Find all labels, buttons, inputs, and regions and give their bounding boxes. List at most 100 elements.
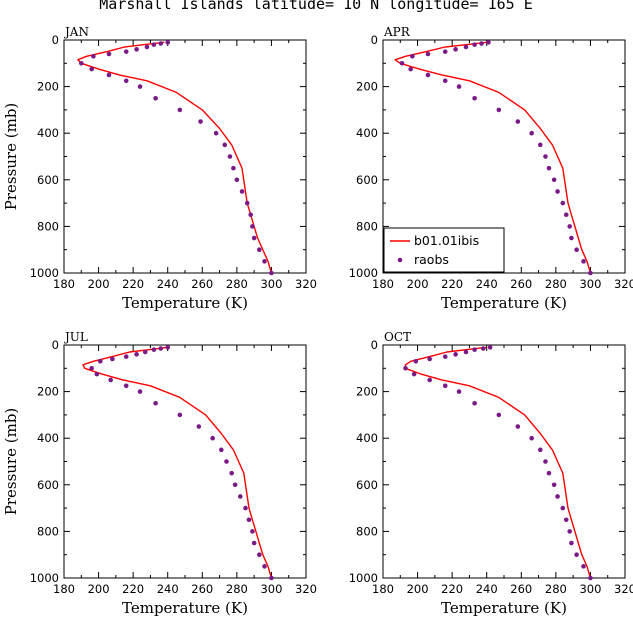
raobs-point bbox=[177, 107, 183, 113]
x-tick-label: 300 bbox=[260, 582, 282, 596]
legend-dot-swatch bbox=[397, 257, 403, 263]
y-tick-label: 600 bbox=[37, 173, 59, 187]
y-tick-label: 400 bbox=[356, 431, 378, 445]
x-tick-label: 280 bbox=[226, 277, 248, 291]
x-axis-label: Temperature (K) bbox=[441, 599, 567, 617]
panel-label: JAN bbox=[63, 25, 89, 39]
raobs-point bbox=[123, 78, 129, 84]
raobs-point bbox=[234, 177, 240, 183]
y-tick-label: 400 bbox=[37, 431, 59, 445]
x-tick-label: 320 bbox=[295, 277, 317, 291]
raobs-point bbox=[546, 165, 552, 171]
raobs-point bbox=[106, 72, 112, 78]
raobs-point bbox=[262, 564, 267, 569]
x-tick-label: 260 bbox=[510, 277, 532, 291]
x-tick-label: 180 bbox=[53, 582, 75, 596]
x-axis-label: Temperature (K) bbox=[441, 294, 567, 312]
raobs-point bbox=[555, 189, 560, 194]
raobs-point bbox=[487, 345, 493, 350]
raobs-point bbox=[239, 189, 245, 194]
panel-jul: 180 200 220 240 260 280 300 320 0 200 400 600 800 100… bbox=[2, 330, 317, 617]
raobs-point bbox=[269, 575, 274, 581]
raobs-point bbox=[569, 235, 574, 241]
raobs-point bbox=[427, 356, 432, 362]
raobs-point bbox=[413, 359, 419, 364]
raobs-point bbox=[567, 224, 572, 229]
legend-obs-label: raobs bbox=[414, 252, 449, 267]
y-tick-label: 0 bbox=[371, 33, 378, 47]
raobs-point bbox=[224, 459, 229, 464]
raobs-point bbox=[210, 435, 215, 441]
raobs-point bbox=[574, 247, 579, 252]
raobs-point bbox=[151, 347, 157, 352]
x-tick-label: 200 bbox=[88, 582, 110, 596]
plot-frame bbox=[63, 344, 307, 579]
raobs-point bbox=[472, 95, 477, 101]
y-tick-label: 600 bbox=[37, 478, 59, 492]
raobs-point bbox=[106, 51, 112, 57]
x-tick-label: 320 bbox=[614, 582, 633, 596]
raobs-point bbox=[229, 470, 234, 476]
raobs-point bbox=[563, 517, 569, 523]
raobs-point bbox=[94, 371, 100, 377]
x-tick-label: 200 bbox=[407, 582, 429, 596]
raobs-point bbox=[563, 212, 569, 218]
raobs-point bbox=[123, 49, 129, 54]
y-tick-label: 1000 bbox=[30, 571, 59, 585]
raobs-point bbox=[250, 529, 255, 534]
y-tick-label: 0 bbox=[371, 338, 378, 352]
y-tick-label: 200 bbox=[37, 385, 59, 399]
raobs-point bbox=[456, 389, 462, 394]
raobs-point bbox=[78, 61, 84, 66]
x-tick-label: 180 bbox=[372, 277, 394, 291]
raobs-point bbox=[567, 529, 572, 534]
raobs-point bbox=[529, 130, 534, 136]
raobs-point bbox=[560, 505, 566, 511]
raobs-point bbox=[89, 66, 94, 72]
raobs-point bbox=[246, 517, 252, 523]
raobs-point bbox=[262, 259, 267, 264]
raobs-point bbox=[108, 377, 113, 383]
raobs-point bbox=[269, 270, 274, 276]
raobs-point bbox=[427, 377, 432, 383]
raobs-point bbox=[227, 154, 233, 159]
raobs-point bbox=[515, 119, 521, 124]
panel-jan: 180 200 220 240 260 280 300 320 0 200 400 600 800 100… bbox=[2, 25, 317, 312]
raobs-point bbox=[442, 78, 448, 84]
x-tick-label: 300 bbox=[579, 277, 601, 291]
model-profile-line bbox=[77, 41, 273, 274]
y-tick-label: 1000 bbox=[349, 266, 378, 280]
raobs-point bbox=[463, 44, 469, 50]
raobs-point bbox=[551, 177, 557, 183]
raobs-point bbox=[243, 505, 248, 511]
raobs-point bbox=[551, 482, 557, 488]
x-tick-label: 220 bbox=[441, 582, 463, 596]
figure-title: Marshall Islands latitude= 10 N longitud… bbox=[99, 0, 532, 13]
raobs-point bbox=[496, 107, 502, 113]
raobs-point bbox=[98, 359, 103, 364]
x-tick-label: 200 bbox=[407, 277, 429, 291]
raobs-point bbox=[196, 424, 202, 429]
raobs-point bbox=[442, 383, 448, 389]
raobs-point bbox=[231, 165, 236, 171]
x-tick-label: 260 bbox=[510, 582, 532, 596]
y-tick-label: 200 bbox=[356, 385, 378, 399]
legend-box bbox=[383, 227, 505, 273]
y-tick-label: 0 bbox=[52, 33, 59, 47]
x-tick-label: 260 bbox=[191, 277, 213, 291]
raobs-point bbox=[588, 575, 593, 581]
y-tick-label: 1000 bbox=[30, 266, 59, 280]
raobs-point bbox=[569, 540, 574, 546]
raobs-point bbox=[472, 42, 477, 47]
raobs-point bbox=[137, 84, 143, 89]
y-tick-label: 600 bbox=[356, 173, 378, 187]
raobs-point bbox=[463, 349, 469, 355]
y-tick-label: 800 bbox=[37, 524, 59, 538]
x-tick-label: 180 bbox=[53, 277, 75, 291]
x-tick-label: 180 bbox=[372, 582, 394, 596]
raobs-point bbox=[134, 47, 139, 52]
raobs-point bbox=[244, 200, 250, 206]
x-tick-label: 300 bbox=[579, 582, 601, 596]
raobs-point bbox=[238, 494, 243, 499]
raobs-point bbox=[91, 54, 96, 59]
